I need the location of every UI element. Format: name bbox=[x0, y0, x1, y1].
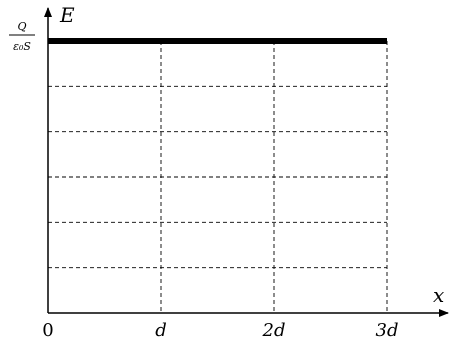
y-axis-label: E bbox=[59, 3, 75, 27]
grid-lines bbox=[48, 41, 388, 313]
x-tick-label: 2d bbox=[262, 320, 286, 341]
x-tick-label: 0 bbox=[42, 320, 53, 341]
y-tick-label-denominator: ε₀S bbox=[13, 40, 31, 53]
x-tick-labels: 0 d 2d 3d bbox=[42, 320, 398, 341]
y-tick-label-numerator: Q bbox=[17, 20, 26, 33]
x-tick-label: d bbox=[155, 320, 167, 341]
x-axis-label: x bbox=[433, 283, 444, 307]
x-tick-label: 3d bbox=[376, 320, 399, 341]
